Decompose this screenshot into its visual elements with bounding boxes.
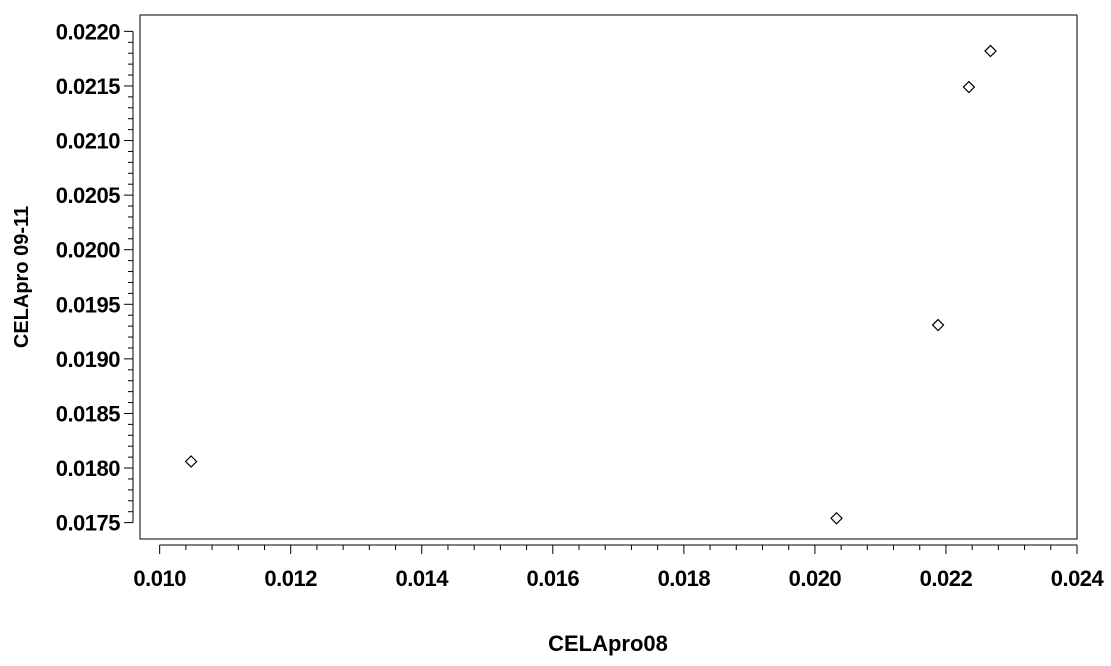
x-tick-label: 0.010 xyxy=(133,566,186,591)
data-point-diamond xyxy=(830,511,843,525)
x-tick-label: 0.012 xyxy=(264,566,317,591)
y-tick-label: 0.0180 xyxy=(56,456,121,481)
x-tick-label: 0.022 xyxy=(920,566,973,591)
y-tick-label: 0.0220 xyxy=(56,19,121,44)
y-tick-label: 0.0205 xyxy=(56,183,121,208)
y-tick-label: 0.0200 xyxy=(56,238,121,263)
y-tick-label: 0.0210 xyxy=(56,129,121,154)
x-tick-label: 0.016 xyxy=(527,566,580,591)
data-point-diamond xyxy=(962,80,976,94)
x-tick-label: 0.020 xyxy=(789,566,842,591)
y-tick-label: 0.0215 xyxy=(56,74,121,99)
x-axis-title: CELApro08 xyxy=(548,631,668,656)
y-tick-label: 0.0185 xyxy=(56,401,121,426)
x-tick-label: 0.024 xyxy=(1051,566,1105,591)
y-tick-label: 0.0190 xyxy=(56,347,121,372)
data-point-diamond xyxy=(931,318,945,332)
y-axis-title: CELApro 09-11 xyxy=(11,206,33,348)
data-point-diamond xyxy=(184,455,198,468)
y-tick-label: 0.0195 xyxy=(56,292,121,317)
x-tick-label: 0.018 xyxy=(658,566,711,591)
y-axis: 0.0175 0.0180 0.0185 0.0190 0.0195 0.0200 0.02… xyxy=(56,19,134,536)
x-axis: 0.010 0.012 0.014 0.016 0.018 0.020 0.022 0.024 xyxy=(133,544,1105,591)
data-point-diamond xyxy=(984,44,997,58)
data-points xyxy=(184,44,997,525)
y-tick-label: 0.0175 xyxy=(56,511,121,536)
plot-area-frame xyxy=(139,14,1078,540)
x-tick-label: 0.014 xyxy=(395,566,449,591)
